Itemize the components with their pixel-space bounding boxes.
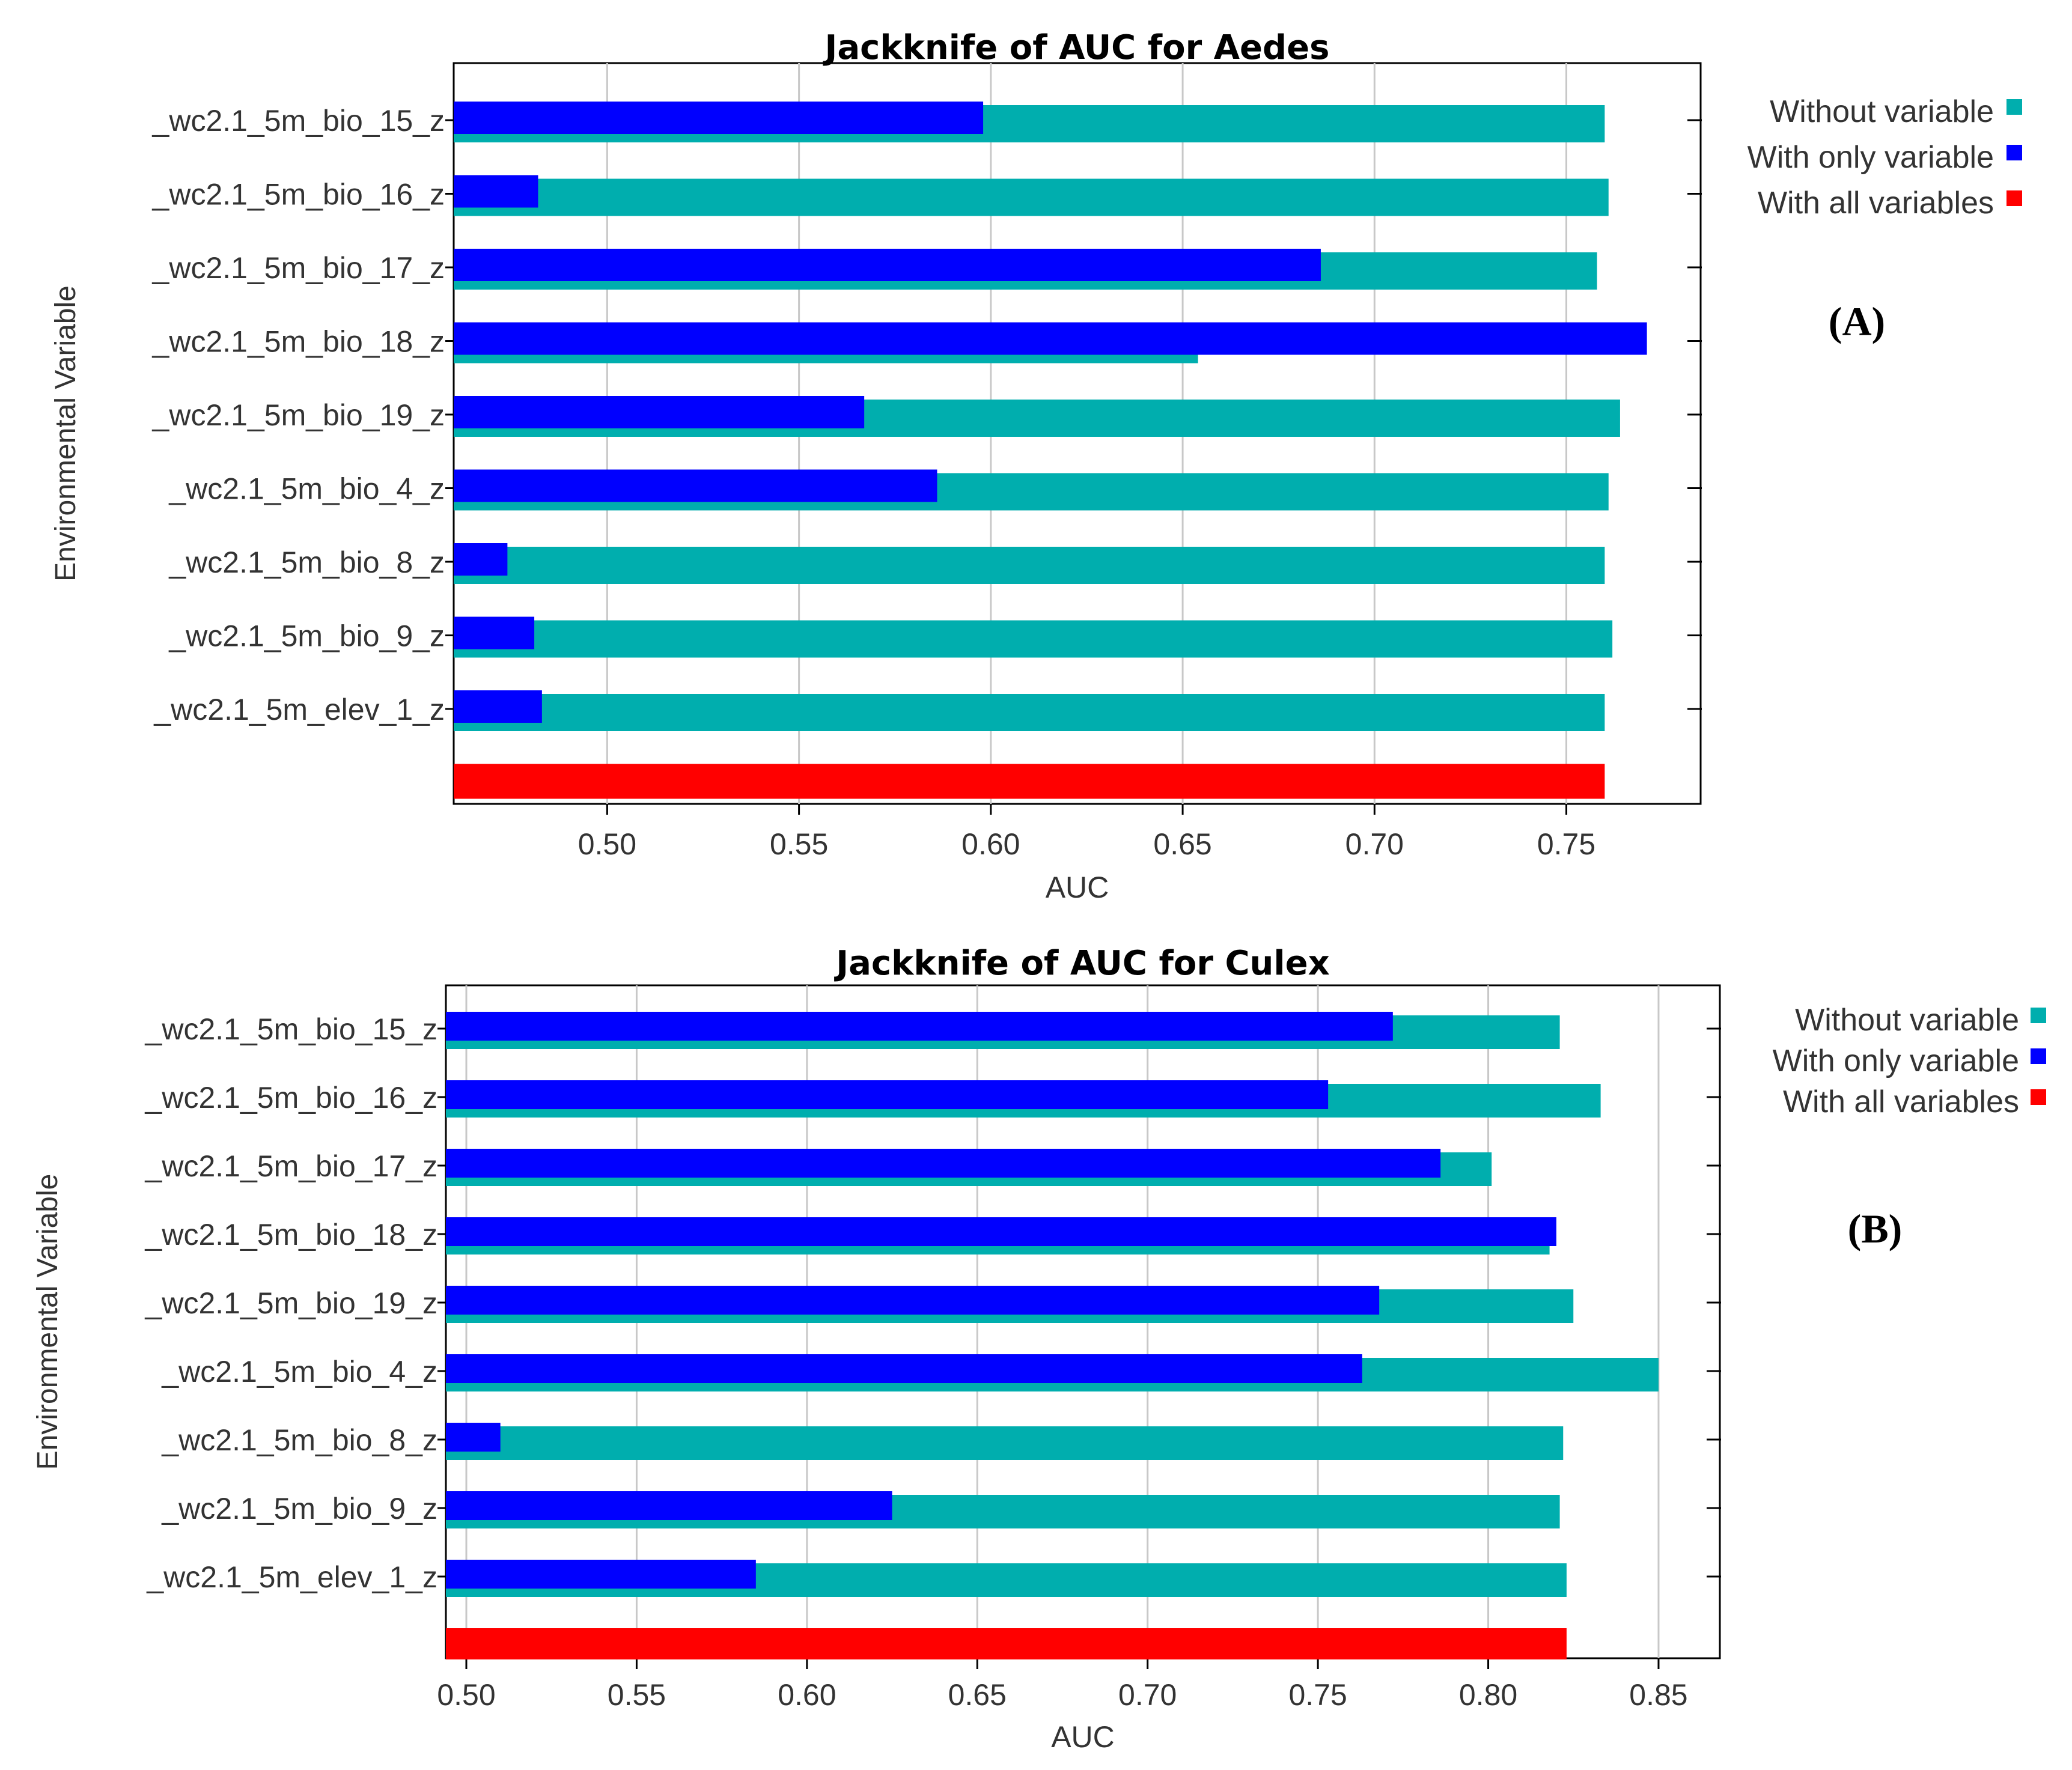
category-label: _wc2.1_5m_bio_4_z	[161, 1355, 437, 1388]
bar-without-variable	[446, 1426, 1564, 1460]
category-label: _wc2.1_5m_bio_16_z	[145, 1081, 437, 1115]
category-label: _wc2.1_5m_bio_9_z	[161, 1492, 437, 1525]
bar-with-only-variable	[446, 1286, 1380, 1315]
category-label: _wc2.1_5m_bio_19_z	[145, 1286, 437, 1320]
legend-label: With all variables	[1783, 1084, 2019, 1119]
x-tick-label: 0.50	[578, 827, 636, 861]
category-label: _wc2.1_5m_bio_8_z	[161, 1423, 437, 1457]
y-axis-label: Environmental Variable	[50, 285, 82, 582]
category-label: _wc2.1_5m_bio_18_z	[145, 1218, 437, 1251]
x-tick-label: 0.75	[1288, 1678, 1347, 1712]
bar-with-only-variable	[454, 102, 984, 134]
category-label: _wc2.1_5m_bio_8_z	[168, 546, 445, 579]
x-tick-label: 0.50	[437, 1678, 495, 1712]
panel-label: (A)	[1829, 299, 1885, 344]
category-label: _wc2.1_5m_bio_4_z	[168, 472, 445, 506]
bar-without-variable	[454, 178, 1609, 216]
x-tick-label: 0.60	[961, 827, 1020, 861]
bar-with-only-variable	[454, 322, 1647, 355]
bar-with-only-variable	[454, 543, 508, 576]
legend-label: With only variable	[1773, 1044, 2019, 1078]
x-tick-label: 0.85	[1629, 1678, 1687, 1712]
legend-swatch	[2006, 99, 2022, 115]
bar-without-variable	[454, 694, 1605, 731]
x-axis-label: AUC	[1046, 871, 1109, 904]
legend-label: Without variable	[1795, 1003, 2019, 1038]
legend-swatch	[2031, 1048, 2046, 1064]
bar-with-only-variable	[454, 249, 1321, 281]
category-label: _wc2.1_5m_bio_15_z	[152, 104, 445, 138]
panel-label: (B)	[1848, 1206, 1903, 1251]
legend: Without variable With only variable With a…	[1773, 1003, 2046, 1119]
chart-title: Jackknife of AUC for Aedes	[823, 28, 1330, 67]
category-label: _wc2.1_5m_bio_18_z	[152, 325, 445, 359]
bar-with-only-variable	[446, 1080, 1329, 1109]
bar-with-only-variable	[446, 1217, 1556, 1246]
bar-with-all-variables	[446, 1628, 1567, 1659]
legend: Without variable With only variable With a…	[1747, 94, 2022, 220]
bar-with-only-variable	[446, 1012, 1393, 1041]
category-label: _wc2.1_5m_bio_9_z	[168, 619, 445, 653]
category-label: _wc2.1_5m_bio_15_z	[145, 1012, 437, 1046]
bar-with-only-variable	[446, 1491, 892, 1520]
legend-label: Without variable	[1770, 94, 1994, 129]
category-label: _wc2.1_5m_bio_17_z	[145, 1149, 437, 1183]
chart-title: Jackknife of AUC for Culex	[833, 944, 1329, 983]
x-tick-label: 0.70	[1118, 1678, 1177, 1712]
bar-without-variable	[454, 547, 1605, 584]
chart-panel-b: 0.50 0.55 0.60 0.65 0.70 0.75 0.80 0.85 _wc2.1_5…	[32, 944, 2046, 1754]
bar-with-only-variable	[446, 1560, 756, 1589]
bar-with-only-variable	[446, 1149, 1441, 1178]
y-axis-label: Environmental Variable	[32, 1174, 64, 1470]
x-tick-label: 0.65	[948, 1678, 1007, 1712]
bar-with-only-variable	[454, 469, 937, 502]
legend-swatch	[2031, 1089, 2046, 1105]
bar-without-variable	[454, 620, 1613, 658]
legend-swatch	[2031, 1008, 2046, 1023]
category-label: _wc2.1_5m_bio_19_z	[152, 398, 445, 432]
x-tick-label: 0.65	[1153, 827, 1211, 861]
category-label: _wc2.1_5m_bio_17_z	[152, 251, 445, 285]
bar-with-only-variable	[446, 1354, 1362, 1383]
bar-with-all-variables	[454, 764, 1605, 799]
legend-label: With only variable	[1747, 140, 1994, 175]
legend-swatch	[2006, 145, 2022, 160]
bar-with-only-variable	[454, 690, 542, 723]
legend-swatch	[2006, 190, 2022, 206]
x-tick-label: 0.75	[1537, 827, 1595, 861]
bar-with-only-variable	[454, 175, 538, 208]
bar-with-only-variable	[446, 1423, 501, 1452]
category-label: _wc2.1_5m_bio_16_z	[152, 178, 445, 211]
bar-with-only-variable	[454, 396, 865, 428]
x-tick-label: 0.80	[1459, 1678, 1517, 1712]
x-tick-label: 0.70	[1345, 827, 1404, 861]
x-tick-label: 0.60	[778, 1678, 836, 1712]
legend-label: With all variables	[1758, 186, 1994, 220]
category-label: _wc2.1_5m_elev_1_z	[153, 693, 445, 726]
x-tick-label: 0.55	[608, 1678, 666, 1712]
chart-panel-a: 0.50 0.55 0.60 0.65 0.70 0.75 _wc2.1_5m_bio_15…	[50, 28, 2022, 904]
bar-with-only-variable	[454, 616, 535, 649]
x-axis-label: AUC	[1051, 1720, 1115, 1754]
category-label: _wc2.1_5m_elev_1_z	[146, 1560, 437, 1594]
x-tick-label: 0.55	[770, 827, 828, 861]
